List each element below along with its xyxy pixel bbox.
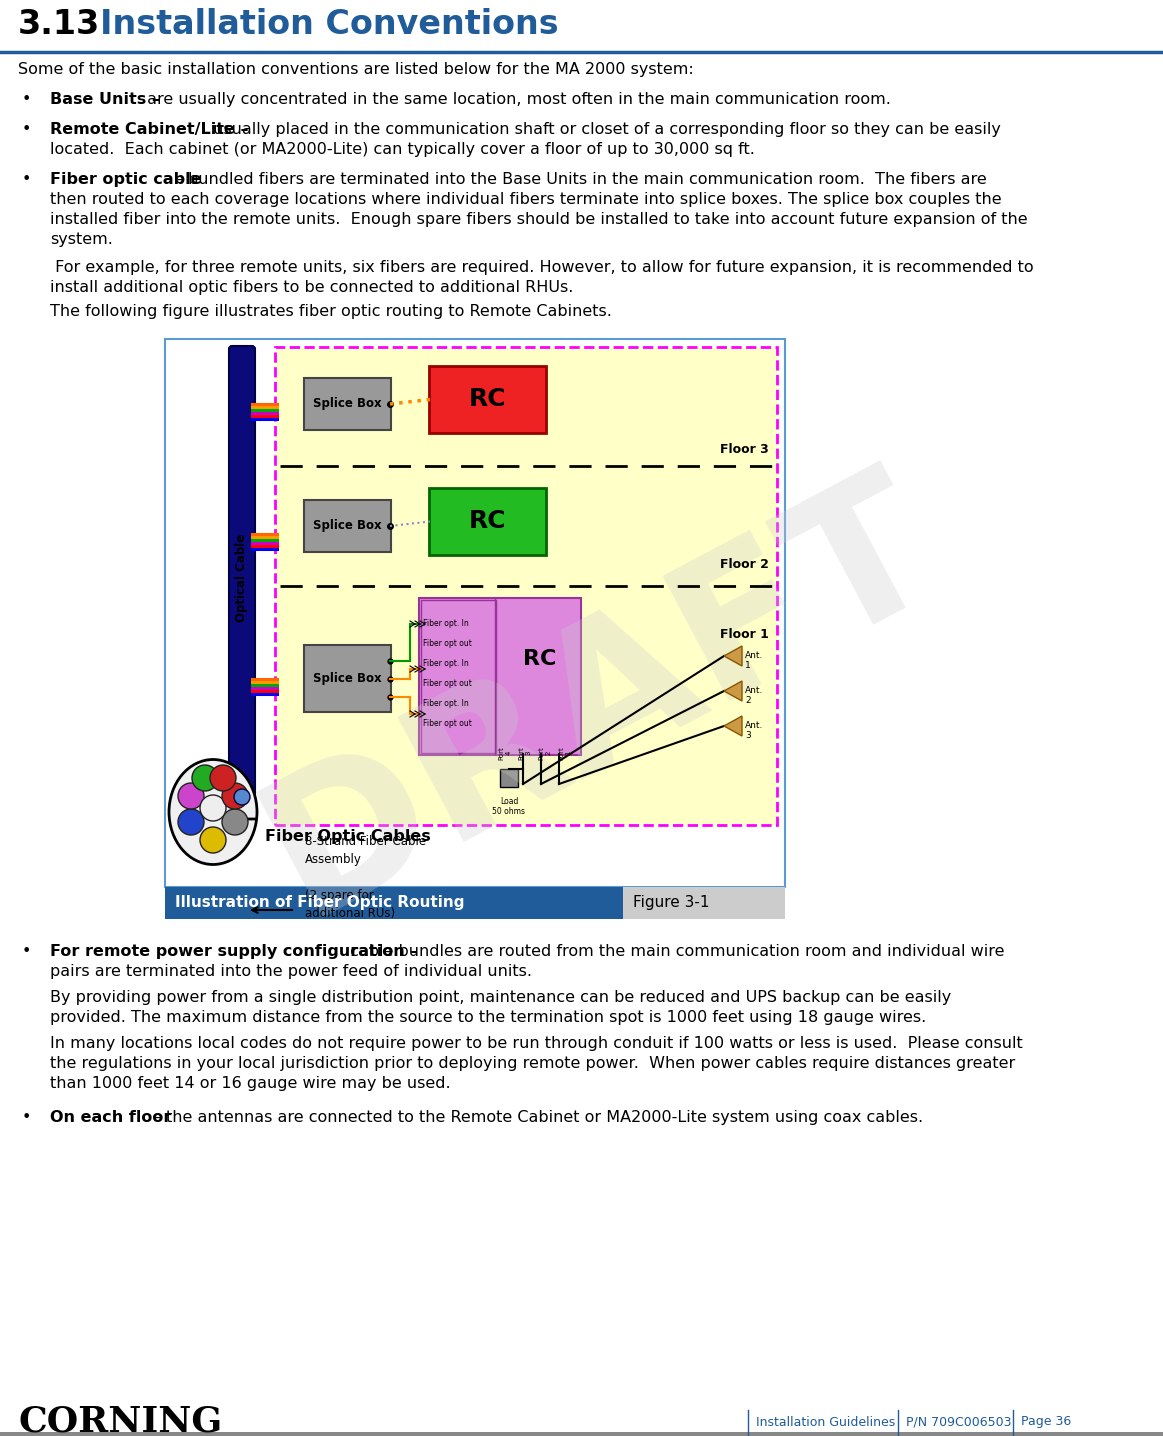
Text: Ant.
1: Ant. 1 [745, 651, 763, 671]
Text: are usually concentrated in the same location, most often in the main communicat: are usually concentrated in the same loc… [142, 92, 891, 108]
Text: Fiber opt. In: Fiber opt. In [423, 699, 469, 708]
Circle shape [200, 796, 226, 821]
Text: •: • [22, 92, 31, 108]
Circle shape [222, 783, 248, 808]
Polygon shape [725, 646, 742, 666]
Text: pairs are terminated into the power feed of individual units.: pairs are terminated into the power feed… [50, 964, 531, 979]
Text: Fiber Optic Cables: Fiber Optic Cables [265, 829, 430, 844]
Text: 3.13: 3.13 [17, 9, 100, 42]
Text: Installation Conventions: Installation Conventions [100, 9, 558, 42]
Text: By providing power from a single distribution point, maintenance can be reduced : By providing power from a single distrib… [50, 989, 951, 1005]
Text: Fiber opt out: Fiber opt out [423, 639, 472, 648]
FancyBboxPatch shape [304, 378, 391, 429]
Circle shape [178, 783, 204, 808]
Text: In many locations local codes do not require power to be run through conduit if : In many locations local codes do not req… [50, 1035, 1022, 1051]
Text: usually placed in the communication shaft or closet of a corresponding floor so : usually placed in the communication shaf… [208, 122, 1001, 136]
Text: •: • [22, 1110, 31, 1124]
Text: Ant.
2: Ant. 2 [745, 686, 763, 705]
FancyBboxPatch shape [500, 770, 518, 787]
Text: Ant.
3: Ant. 3 [745, 721, 763, 741]
FancyBboxPatch shape [274, 348, 777, 826]
Text: For remote power supply configuration -: For remote power supply configuration - [50, 943, 418, 959]
Text: Fiber opt out: Fiber opt out [423, 719, 472, 728]
Text: •: • [22, 943, 31, 959]
Polygon shape [725, 681, 742, 701]
FancyBboxPatch shape [419, 597, 582, 755]
Text: Installation Guidelines: Installation Guidelines [756, 1416, 896, 1429]
Text: •: • [22, 122, 31, 136]
Text: Splice Box: Splice Box [313, 398, 381, 411]
Text: RC: RC [469, 388, 506, 412]
Text: cable bundles are routed from the main communication room and individual wire: cable bundles are routed from the main c… [345, 943, 1005, 959]
Text: Floor 1: Floor 1 [720, 628, 769, 640]
Text: Page 36: Page 36 [1021, 1416, 1071, 1429]
Text: Port
1: Port 1 [558, 745, 571, 760]
Text: the regulations in your local jurisdiction prior to deploying remote power.  Whe: the regulations in your local jurisdicti… [50, 1055, 1015, 1071]
Circle shape [222, 808, 248, 834]
Text: install additional optic fibers to be connected to additional RHUs.: install additional optic fibers to be co… [50, 280, 573, 294]
Text: located.  Each cabinet (or MA2000-Lite) can typically cover a floor of up to 30,: located. Each cabinet (or MA2000-Lite) c… [50, 142, 755, 157]
Text: P/N 709C006503: P/N 709C006503 [906, 1416, 1012, 1429]
Ellipse shape [169, 760, 257, 864]
Text: Floor 2: Floor 2 [720, 559, 769, 572]
Text: - bundled fibers are terminated into the Base Units in the main communication ro: - bundled fibers are terminated into the… [172, 172, 986, 187]
Text: Port
2: Port 2 [538, 745, 551, 760]
Text: Port
3: Port 3 [519, 745, 531, 760]
Text: than 1000 feet 14 or 16 gauge wire may be used.: than 1000 feet 14 or 16 gauge wire may b… [50, 1076, 456, 1091]
FancyBboxPatch shape [0, 1432, 1163, 1436]
Text: provided. The maximum distance from the source to the termination spot is 1000 f: provided. The maximum distance from the … [50, 1010, 926, 1025]
Text: Fiber opt. In: Fiber opt. In [423, 619, 469, 628]
Text: Illustration of Fiber Optic Routing: Illustration of Fiber Optic Routing [174, 896, 464, 910]
FancyBboxPatch shape [429, 488, 545, 554]
Text: RC: RC [523, 649, 557, 669]
Text: then routed to each coverage locations where individual fibers terminate into sp: then routed to each coverage locations w… [50, 192, 1001, 207]
Text: installed fiber into the remote units.  Enough spare fibers should be installed : installed fiber into the remote units. E… [50, 213, 1028, 227]
Circle shape [178, 808, 204, 834]
Text: Floor 3: Floor 3 [720, 442, 769, 457]
Text: Fiber opt out: Fiber opt out [423, 679, 472, 688]
FancyBboxPatch shape [229, 346, 255, 810]
Text: RC: RC [469, 510, 506, 534]
FancyBboxPatch shape [165, 339, 785, 887]
Text: Optical Cable: Optical Cable [235, 534, 249, 622]
Text: Port
4: Port 4 [499, 745, 512, 760]
FancyBboxPatch shape [304, 500, 391, 551]
FancyBboxPatch shape [623, 887, 785, 919]
Text: •: • [22, 172, 31, 187]
Text: Splice Box: Splice Box [313, 672, 381, 685]
Polygon shape [725, 717, 742, 737]
FancyBboxPatch shape [277, 349, 775, 464]
Text: CORNING: CORNING [17, 1404, 222, 1436]
Text: Fiber optic cable: Fiber optic cable [50, 172, 201, 187]
Text: Splice Box: Splice Box [313, 520, 381, 533]
Circle shape [192, 765, 217, 791]
Text: For example, for three remote units, six fibers are required. However, to allow : For example, for three remote units, six… [50, 260, 1034, 276]
FancyBboxPatch shape [421, 600, 495, 752]
FancyBboxPatch shape [165, 887, 623, 919]
Text: Load
50 ohms: Load 50 ohms [492, 797, 526, 817]
Text: Figure 3-1: Figure 3-1 [633, 896, 709, 910]
Text: On each floor: On each floor [50, 1110, 171, 1124]
FancyBboxPatch shape [429, 366, 545, 434]
Text: Fiber opt. In: Fiber opt. In [423, 659, 469, 668]
Text: - the antennas are connected to the Remote Cabinet or MA2000-Lite system using c: - the antennas are connected to the Remo… [150, 1110, 923, 1124]
Text: Some of the basic installation conventions are listed below for the MA 2000 syst: Some of the basic installation conventio… [17, 62, 694, 78]
Text: system.: system. [50, 233, 113, 247]
Text: 8-Strand Fiber Cable
Assembly

(2 spare for
additional RUs): 8-Strand Fiber Cable Assembly (2 spare f… [305, 834, 426, 920]
Text: The following figure illustrates fiber optic routing to Remote Cabinets.: The following figure illustrates fiber o… [50, 304, 612, 319]
Circle shape [234, 788, 250, 806]
Text: Remote Cabinet/Lite –: Remote Cabinet/Lite – [50, 122, 249, 136]
Text: DRAFT: DRAFT [235, 447, 965, 954]
FancyBboxPatch shape [304, 645, 391, 712]
Circle shape [200, 827, 226, 853]
Text: Base Units –: Base Units – [50, 92, 159, 108]
Circle shape [211, 765, 236, 791]
